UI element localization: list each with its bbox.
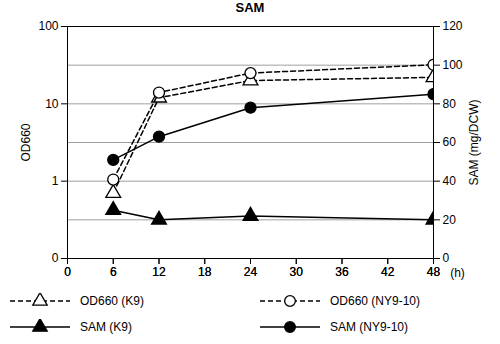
svg-text:40: 40 <box>443 174 457 188</box>
svg-text:42: 42 <box>381 265 395 279</box>
svg-text:12: 12 <box>152 265 166 279</box>
html-text:OD660 (NY9-10): OD660 (NY9-10) <box>330 294 420 308</box>
svg-text:100: 100 <box>38 19 58 33</box>
svg-text:12: 12 <box>152 265 166 279</box>
svg-text:24: 24 <box>244 265 258 279</box>
svg-text:42: 42 <box>381 265 395 279</box>
svg-text:0: 0 <box>443 251 450 265</box>
html-text:SAM (K9): SAM (K9) <box>80 320 132 334</box>
svg-text:SAM (mg/DCW): SAM (mg/DCW) <box>467 100 481 186</box>
svg-text:(h): (h) <box>450 266 465 280</box>
svg-text:30: 30 <box>290 265 304 279</box>
svg-text:18: 18 <box>198 265 212 279</box>
svg-text:6: 6 <box>110 265 117 279</box>
svg-text:80: 80 <box>443 97 457 111</box>
svg-text:0: 0 <box>64 265 71 279</box>
svg-text:10: 10 <box>45 97 59 111</box>
svg-text:6: 6 <box>110 265 117 279</box>
svg-text:24: 24 <box>244 265 258 279</box>
svg-text:60: 60 <box>443 135 457 149</box>
svg-text:48: 48 <box>427 265 441 279</box>
html-text:SAM: SAM <box>235 0 265 15</box>
svg-text:36: 36 <box>335 265 349 279</box>
svg-text:100: 100 <box>443 58 463 72</box>
svg-text:20: 20 <box>443 213 457 227</box>
svg-text:0: 0 <box>64 265 71 279</box>
svg-text:120: 120 <box>443 19 463 33</box>
html-text:OD660 (K9): OD660 (K9) <box>80 294 144 308</box>
svg-text:18: 18 <box>198 265 212 279</box>
svg-text:1: 1 <box>52 174 59 188</box>
svg-text:36: 36 <box>335 265 349 279</box>
svg-text:OD660: OD660 <box>19 123 33 161</box>
svg-text:0: 0 <box>52 251 59 265</box>
svg-text:48: 48 <box>427 265 441 279</box>
html-text:SAM (NY9-10): SAM (NY9-10) <box>330 320 408 334</box>
svg-text:30: 30 <box>290 265 304 279</box>
